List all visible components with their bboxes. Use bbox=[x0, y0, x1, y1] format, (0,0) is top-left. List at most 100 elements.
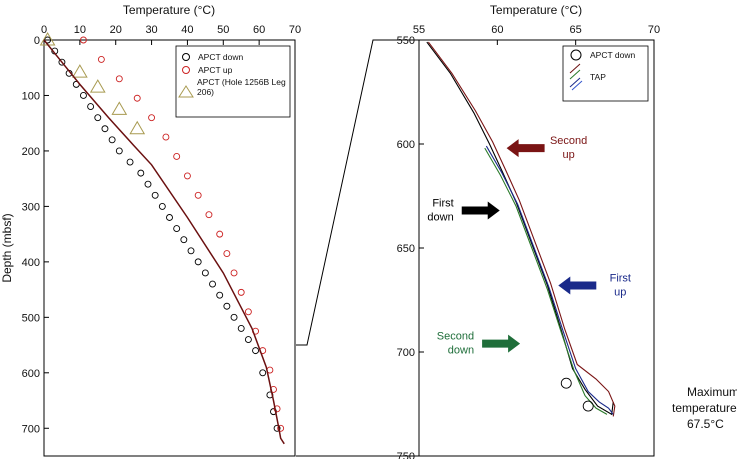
left-point-0 bbox=[180, 236, 188, 244]
left-point-1 bbox=[162, 133, 170, 141]
left-profile-line bbox=[43, 39, 285, 445]
left-legend: APCT down APCT up APCT (Hole 1256B Leg 2… bbox=[175, 45, 291, 118]
left-y-tick-label: 100 bbox=[22, 90, 40, 102]
legend-apct-down-icon bbox=[182, 53, 190, 61]
right-apct-down-point bbox=[582, 400, 594, 412]
left-x-tick-label: 60 bbox=[253, 24, 265, 36]
right-plot-frame bbox=[418, 39, 655, 457]
right-y-tick-label: 600 bbox=[397, 139, 415, 151]
right-y-ticks: 550 600 650 700 750 bbox=[397, 35, 424, 459]
left-point-1 bbox=[148, 114, 156, 122]
right-y-tick-label: 550 bbox=[397, 35, 415, 47]
legend-apct-up-label: APCT up bbox=[198, 65, 233, 75]
annotation-arrow-icon bbox=[482, 334, 521, 353]
max-temp-line1: Maximum bbox=[687, 385, 737, 399]
right-x-axis-label: Temperature (°C) bbox=[490, 3, 582, 17]
left-chart: Temperature (°C) Depth (mbsf) 0 10 20 30 40 5… bbox=[0, 3, 301, 457]
left-point-0 bbox=[137, 169, 145, 177]
left-point-1 bbox=[230, 269, 238, 277]
left-x-tick-label: 70 bbox=[289, 24, 301, 36]
left-point-1 bbox=[205, 211, 213, 219]
right-y-tick-label: 750 bbox=[397, 451, 415, 459]
max-temp-line3: 67.5°C bbox=[687, 417, 724, 431]
left-point-0 bbox=[144, 180, 152, 188]
left-point-0 bbox=[216, 291, 224, 299]
left-point-1 bbox=[115, 75, 123, 83]
left-y-tick-label: 600 bbox=[22, 368, 40, 380]
legend-right-apct-down-label: APCT down bbox=[590, 50, 635, 60]
left-point-0 bbox=[252, 347, 260, 355]
right-chart: Temperature (°C) 55 60 65 70 550 600 650 700 75… bbox=[397, 3, 660, 459]
zoom-connector-top bbox=[296, 39, 419, 346]
right-apct-down-point bbox=[560, 377, 572, 389]
left-triangle-point bbox=[129, 120, 146, 135]
right-legend-box bbox=[562, 45, 649, 102]
left-y-tick-label: 400 bbox=[22, 257, 40, 269]
left-legend-box bbox=[175, 45, 291, 118]
annotation-label-3: Second down bbox=[437, 331, 474, 357]
annotation-arrow-icon bbox=[558, 276, 597, 295]
left-point-0 bbox=[209, 280, 216, 288]
left-point-1 bbox=[277, 424, 285, 432]
left-point-0 bbox=[158, 202, 166, 210]
left-y-axis-label: Depth (mbsf) bbox=[0, 213, 14, 282]
left-point-1 bbox=[237, 288, 245, 296]
right-legend: APCT down TAP bbox=[562, 45, 649, 102]
left-point-0 bbox=[87, 103, 95, 111]
left-x-tick-label: 20 bbox=[110, 24, 122, 36]
legend-tap-label: TAP bbox=[590, 72, 606, 82]
left-y-tick-label: 500 bbox=[22, 312, 40, 324]
left-point-1 bbox=[194, 191, 202, 199]
left-point-1 bbox=[244, 308, 252, 316]
annotation-label-2: First up bbox=[610, 272, 631, 298]
max-temp-line2: temperature bbox=[672, 401, 737, 415]
left-point-0 bbox=[194, 258, 202, 266]
left-point-0 bbox=[101, 125, 109, 133]
left-point-1 bbox=[183, 172, 191, 180]
left-point-0 bbox=[94, 114, 102, 122]
left-triangle-point bbox=[89, 79, 106, 93]
right-x-tick-label: 65 bbox=[570, 24, 582, 36]
legend-apct-down-label: APCT down bbox=[198, 52, 243, 62]
left-point-0 bbox=[237, 324, 245, 332]
left-x-tick-label: 50 bbox=[217, 24, 229, 36]
right-x-tick-label: 70 bbox=[648, 24, 660, 36]
left-x-ticks: 0 10 20 30 40 50 60 70 bbox=[41, 24, 301, 45]
legend-apct-up-icon bbox=[182, 66, 190, 74]
legend-tap-icon bbox=[569, 63, 583, 91]
left-point-0 bbox=[79, 92, 87, 99]
left-point-0 bbox=[244, 336, 252, 343]
annotation-arrow-icon bbox=[461, 201, 500, 220]
left-point-0 bbox=[115, 147, 123, 155]
left-point-0 bbox=[126, 158, 134, 166]
right-annotations: Second up First down First up Second down bbox=[427, 135, 631, 357]
legend-apct-1256b-wrap: APCT (Hole 1256B Leg 206) bbox=[197, 77, 286, 97]
left-y-tick-label: 0 bbox=[34, 35, 40, 47]
left-point-0 bbox=[151, 191, 159, 199]
left-triangle-point bbox=[111, 101, 128, 115]
left-point-0 bbox=[273, 424, 281, 432]
left-point-1 bbox=[79, 36, 87, 44]
max-temperature-note: Maximum temperature 67.5°C bbox=[672, 385, 737, 431]
left-point-0 bbox=[166, 214, 173, 221]
right-x-ticks: 55 60 65 70 bbox=[413, 24, 660, 45]
right-y-tick-label: 700 bbox=[397, 347, 415, 359]
annotation-label-0: Second up bbox=[550, 135, 587, 161]
legend-apct-1256b-label: APCT (Hole 1256B Leg 206) bbox=[197, 77, 286, 97]
left-x-tick-label: 30 bbox=[145, 24, 157, 36]
left-y-tick-label: 300 bbox=[22, 201, 40, 213]
left-point-0 bbox=[201, 269, 209, 277]
legend-apct-1256b-icon bbox=[178, 85, 194, 98]
left-marks bbox=[39, 32, 285, 445]
right-marks bbox=[426, 41, 616, 417]
annotation-arrow-icon bbox=[506, 139, 545, 158]
left-point-0 bbox=[173, 225, 181, 233]
right-x-tick-label: 55 bbox=[413, 24, 425, 36]
left-point-1 bbox=[216, 230, 224, 238]
left-point-1 bbox=[223, 250, 231, 257]
annotation-label-1: First down bbox=[427, 198, 453, 224]
left-point-0 bbox=[58, 58, 66, 66]
left-point-1 bbox=[173, 153, 181, 160]
legend-right-apct-down-icon bbox=[570, 49, 582, 61]
right-profile-line-1 bbox=[427, 41, 616, 417]
